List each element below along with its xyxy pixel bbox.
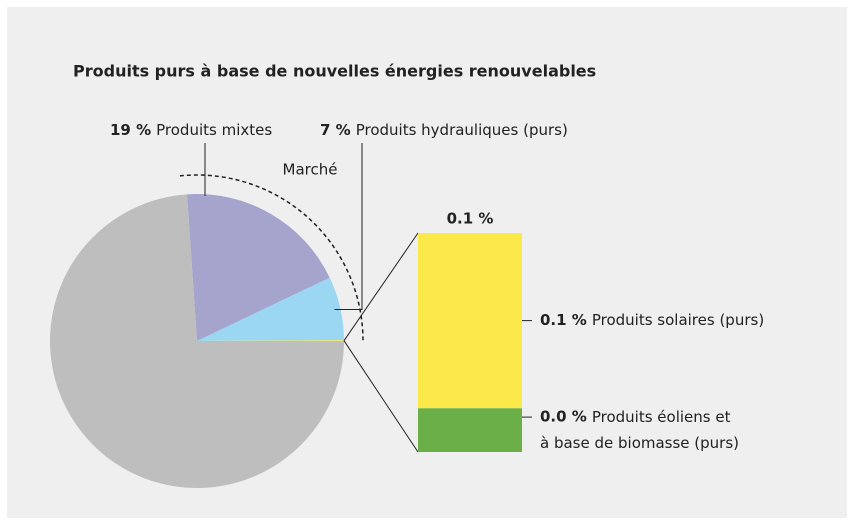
- market-arc: [179, 174, 364, 342]
- chart-title: Produits purs à base de nouvelles énergi…: [73, 62, 596, 81]
- total-label: 0.1 %: [447, 210, 494, 228]
- bar-segment: [418, 408, 522, 452]
- segment-name: Produits éoliens et à base de biomasse (p…: [540, 408, 739, 452]
- slice-name: Produits hydrauliques (purs): [356, 121, 568, 139]
- label-line: Produits éoliens et: [592, 408, 731, 426]
- slice-value: 7 %: [320, 121, 351, 139]
- segment-name: Produits solaires (purs): [592, 311, 764, 329]
- connector: [343, 340, 419, 453]
- pie-slice: [49, 194, 344, 489]
- slice-label: 7 % Produits hydrauliques (purs): [320, 121, 568, 139]
- bar-segment: [418, 233, 522, 409]
- pie-slice: [197, 340, 344, 342]
- segment-value: 0.0 %: [540, 408, 587, 426]
- slice-value: 19 %: [110, 121, 151, 139]
- connector: [343, 232, 419, 341]
- pie-slice: [197, 277, 344, 341]
- segment-value: 0.1 %: [540, 311, 587, 329]
- slice-name: Produits mixtes: [156, 121, 272, 139]
- leader-line: [334, 143, 363, 311]
- label-line: à base de biomasse (purs): [540, 434, 739, 452]
- pie-slice: [187, 193, 330, 341]
- annotation: Marché: [283, 161, 338, 179]
- slice-label: 19 % Produits mixtes: [110, 121, 272, 139]
